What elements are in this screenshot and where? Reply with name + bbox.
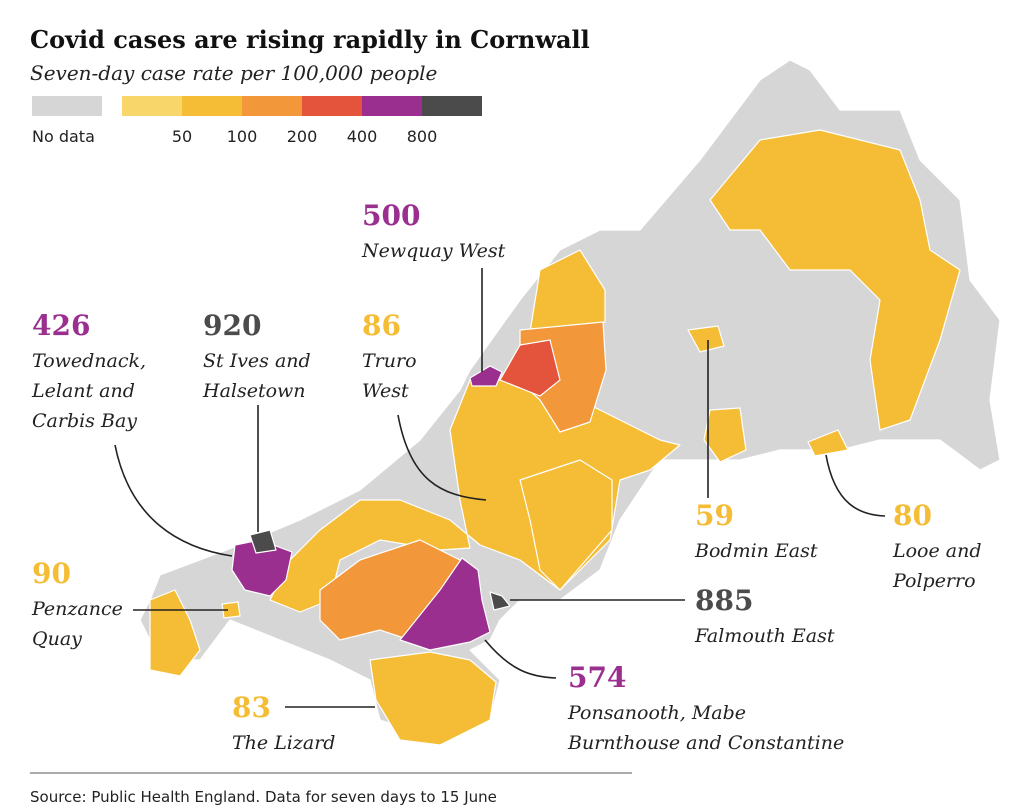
callout-value: 426	[32, 309, 90, 342]
callout-label: West	[362, 380, 409, 402]
leader-line	[484, 639, 557, 679]
region	[499, 339, 561, 397]
region	[399, 557, 491, 651]
map	[139, 59, 1001, 746]
callout-value: 59	[695, 499, 734, 532]
legend-tick-label: 800	[407, 127, 438, 146]
legend-label: No data	[32, 127, 95, 146]
leader-line	[397, 414, 487, 501]
subtitle: Seven-day case rate per 100,000 people	[30, 61, 437, 85]
legend-tick-label: 200	[287, 127, 318, 146]
callout-value: 920	[203, 309, 261, 342]
region	[149, 589, 201, 677]
callout-label: Carbis Bay	[32, 410, 137, 432]
callout-label: Penzance	[31, 598, 123, 620]
legend-tick-label: 50	[172, 127, 192, 146]
leader-line	[114, 444, 233, 557]
callout-label: Towednack,	[32, 350, 146, 372]
callouts: 500 Newquay West 426 Towednack, Lelant and Ca…	[31, 199, 982, 754]
legend-tick-label: 100	[227, 127, 258, 146]
region	[529, 249, 606, 333]
legend-swatch	[422, 96, 482, 116]
callout-label: Ponsanooth, Mabe	[567, 702, 746, 724]
callout-value: 500	[362, 199, 420, 232]
callout-label: Halsetown	[202, 380, 306, 402]
callout-label: St Ives and	[203, 350, 311, 372]
callout-value: 90	[32, 557, 71, 590]
callout-value: 80	[893, 499, 932, 532]
region	[687, 325, 725, 353]
legend-swatch	[242, 96, 302, 116]
callout-label: Newquay West	[361, 240, 506, 262]
source: Source: Public Health England. Data for …	[30, 788, 497, 805]
region	[249, 529, 277, 554]
callout-label: Lelant and	[31, 380, 135, 402]
legend-tick-label: 400	[347, 127, 378, 146]
region	[807, 429, 849, 457]
region	[519, 459, 613, 591]
legend-swatch	[122, 96, 182, 116]
region	[369, 651, 497, 746]
callout-label: Looe and	[892, 540, 982, 562]
legend-swatch	[362, 96, 422, 116]
legend: No data 50 100 200 400 800	[32, 96, 482, 146]
region	[489, 591, 511, 611]
callout-label: Falmouth East	[694, 625, 835, 647]
callout-label: Bodmin East	[694, 540, 818, 562]
legend-swatch	[32, 96, 102, 116]
callout-label: Truro	[362, 350, 417, 372]
region	[703, 407, 747, 463]
callout-value: 885	[695, 584, 753, 617]
title: Covid cases are rising rapidly in Cornwa…	[30, 25, 590, 54]
callout-label: The Lizard	[232, 732, 335, 754]
region	[221, 601, 241, 619]
callout-value: 86	[362, 309, 401, 342]
legend-swatch	[302, 96, 362, 116]
callout-label: Burnthouse and Constantine	[567, 732, 844, 754]
region	[469, 365, 503, 387]
region	[709, 129, 961, 431]
leader-line	[825, 454, 886, 517]
callout-value: 574	[568, 661, 626, 694]
callout-value: 83	[232, 691, 271, 724]
legend-swatch	[182, 96, 242, 116]
callout-label: Polperro	[892, 570, 976, 592]
callout-label: Quay	[32, 628, 82, 650]
